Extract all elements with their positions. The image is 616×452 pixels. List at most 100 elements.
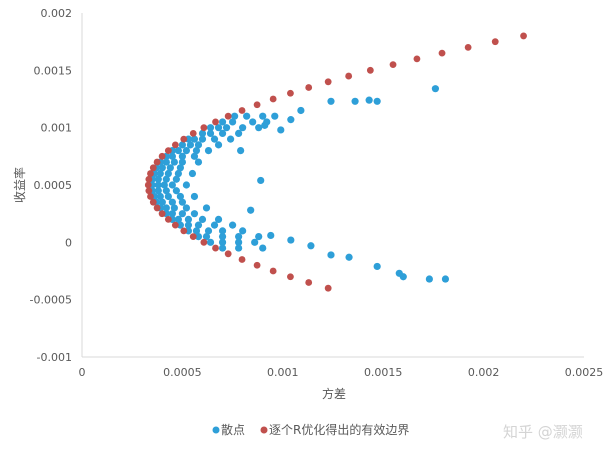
frontier-point (491, 38, 499, 46)
scatter-point (277, 126, 285, 134)
scatter-point (176, 192, 184, 201)
scatter-point (202, 204, 211, 212)
frontier-point (238, 256, 246, 263)
scatter-point (170, 204, 178, 212)
scatter-point (441, 275, 450, 283)
scatter-point (166, 164, 174, 172)
x-tick-labels: 0 0.0005 0.001 0.0015 0.002 0.0025 (79, 366, 604, 379)
x-tick-label: 0.0025 (565, 366, 604, 379)
frontier-point (238, 107, 246, 114)
scatter-point (259, 112, 267, 120)
scatter-point (231, 112, 239, 120)
frontier-point (144, 181, 152, 189)
scatter-point (192, 147, 201, 155)
legend-marker-frontier (260, 426, 268, 434)
frontier-point (253, 101, 261, 109)
frontier-point (269, 95, 277, 103)
scatter-point (218, 244, 227, 252)
frontier-point (145, 187, 153, 195)
scatter-point (162, 204, 170, 212)
legend-label-scatter: 散点 (221, 422, 245, 437)
plot-marks (144, 32, 527, 292)
scatter-point (287, 236, 295, 244)
y-tick-label: 0.0005 (34, 179, 73, 192)
scatter-point (154, 175, 162, 183)
scatter-point (182, 147, 191, 155)
frontier-point (464, 44, 472, 51)
scatter-point (172, 187, 180, 195)
scatter-point (204, 147, 213, 155)
scatter-point (190, 135, 199, 143)
scatter-point (156, 192, 164, 201)
frontier-point (324, 78, 332, 86)
frontier-point (212, 118, 219, 126)
frontier-point (147, 193, 154, 200)
scatter-point (267, 231, 275, 240)
scatter-point (174, 147, 182, 155)
y-tick-label: 0.002 (41, 7, 73, 20)
scatter-point (206, 238, 215, 246)
frontier-point (145, 175, 153, 183)
scatter-point (229, 118, 237, 126)
frontier-point (180, 135, 188, 143)
frontier-point (345, 72, 353, 80)
legend: 散点 逐个R优化得出的有效边界 (212, 422, 409, 437)
frontier-point (149, 164, 157, 172)
scatter-point (210, 221, 219, 229)
scatter-point (202, 233, 211, 241)
scatter-point (158, 164, 166, 172)
scatter-point (186, 141, 195, 149)
scatter-point (168, 198, 176, 206)
scatter-point (259, 244, 267, 252)
scatter-point (235, 238, 243, 246)
y-tick-label: -0.001 (37, 351, 72, 364)
scatter-point (222, 124, 231, 132)
scatter-point (247, 206, 255, 214)
frontier-point (158, 210, 166, 218)
scatter-point (229, 221, 237, 229)
x-tick-label: 0.001 (267, 366, 299, 379)
scatter-point (162, 158, 170, 166)
scatter-point (178, 152, 186, 160)
scatter-point (194, 221, 203, 229)
scatter-point (190, 152, 199, 160)
scatter-point (168, 152, 176, 160)
scatter-point (158, 198, 166, 206)
scatter-point (204, 227, 213, 235)
scatter-point (345, 253, 353, 261)
scatter-point (239, 124, 247, 132)
y-tick-labels: -0.001 -0.0005 0 0.0005 0.001 0.0015 0.002 (30, 7, 72, 364)
y-tick-label: -0.0005 (30, 294, 72, 307)
scatter-point (178, 210, 186, 218)
scatter-point (218, 118, 227, 126)
scatter-point (235, 244, 243, 252)
frontier-point (189, 233, 197, 241)
scatter-point (198, 129, 207, 137)
scatter-point (154, 187, 162, 195)
scatter-point (226, 135, 235, 143)
frontier-point (305, 279, 313, 286)
scatter-point (164, 169, 172, 178)
scatter-point (194, 158, 203, 166)
scatter-point (192, 227, 201, 235)
scatter-point (206, 129, 215, 137)
scatter-point (249, 118, 257, 126)
scatter-point (168, 210, 176, 218)
scatter-point (162, 175, 170, 183)
scatter-point (156, 169, 164, 178)
scatter-point (154, 181, 162, 189)
scatter-point (214, 141, 223, 149)
scatter-point (176, 221, 184, 229)
scatter-point (176, 164, 184, 172)
scatter-point (307, 242, 315, 250)
scatter-point (297, 106, 305, 115)
frontier-point (153, 158, 161, 166)
scatter-point (210, 135, 219, 143)
frontier-point (438, 49, 446, 57)
scatter-point (170, 158, 178, 166)
scatter-point (243, 112, 251, 120)
frontier-point (287, 273, 294, 281)
scatter-point (255, 124, 263, 132)
scatter-point (178, 198, 186, 206)
scatter-point (365, 96, 373, 104)
